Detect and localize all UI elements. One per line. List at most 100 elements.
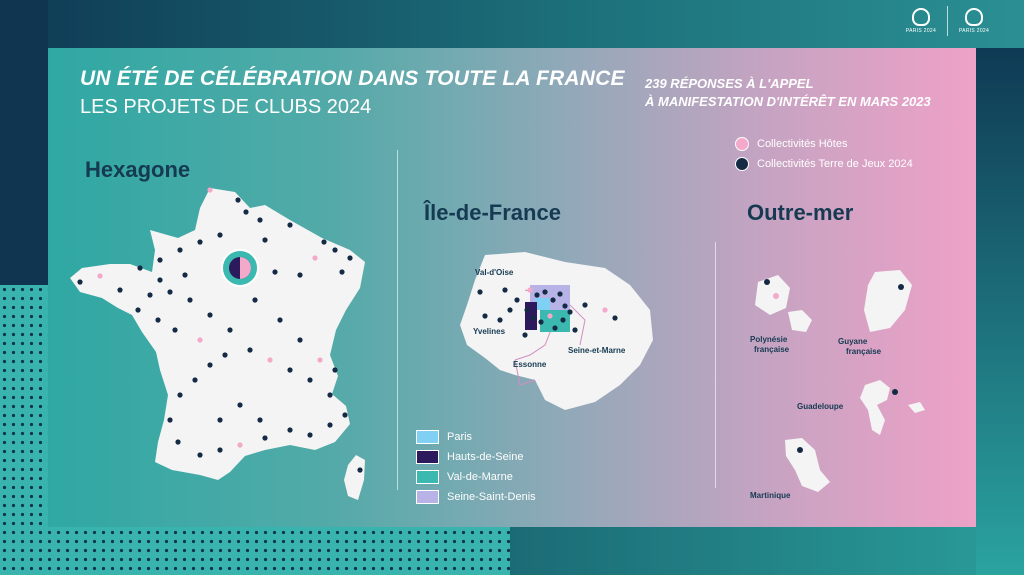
- label-val-doise: Val-d'Oise: [475, 268, 514, 277]
- location-pin: [562, 303, 568, 309]
- location-pin: [155, 317, 161, 323]
- idf-legend-item: Hauts-de-Seine: [416, 450, 523, 464]
- island-polynesie: [755, 275, 812, 332]
- legend-swatch: [416, 450, 439, 464]
- location-pin: [147, 292, 153, 298]
- location-pin: [312, 255, 318, 261]
- location-pin: [547, 313, 553, 319]
- right-band: [976, 48, 1024, 575]
- location-pin: [117, 287, 123, 293]
- logo-group: PARIS 2024 PARIS 2024: [905, 6, 990, 36]
- location-pin: [207, 187, 213, 193]
- location-pin: [167, 417, 173, 423]
- location-pin: [542, 289, 548, 295]
- top-band: [0, 0, 1024, 48]
- location-pin: [192, 377, 198, 383]
- location-pin: [612, 315, 618, 321]
- location-pin: [357, 467, 363, 473]
- section-title-idf: Île-de-France: [424, 200, 561, 225]
- idf-legend-label: Seine-Saint-Denis: [447, 491, 536, 503]
- idf-hds: [525, 302, 537, 330]
- legend-swatch: [416, 490, 439, 504]
- location-pin: [135, 307, 141, 313]
- location-pin: [187, 297, 193, 303]
- location-pin: [307, 377, 313, 383]
- idf-legend-item: Val-de-Marne: [416, 470, 513, 484]
- location-pin: [321, 239, 327, 245]
- label-seine-et-marne: Seine-et-Marne: [568, 346, 626, 355]
- corsica: [344, 455, 365, 500]
- label-guyane-2: française: [846, 347, 882, 356]
- location-pin: [527, 287, 533, 293]
- label-polynesie-2: française: [754, 345, 790, 354]
- location-pin: [272, 269, 278, 275]
- location-pin: [297, 337, 303, 343]
- location-pin: [497, 317, 503, 323]
- location-pin: [257, 217, 263, 223]
- left-band: [0, 0, 48, 285]
- label-martinique: Martinique: [750, 491, 791, 500]
- location-pin: [534, 292, 540, 298]
- location-pin: [552, 325, 558, 331]
- divider-right: [715, 242, 716, 488]
- location-pin: [252, 297, 258, 303]
- location-pin: [507, 307, 513, 313]
- idf-legend-label: Paris: [447, 431, 473, 443]
- responses-line-2: À MANIFESTATION D'INTÉRÊT EN MARS 2023: [645, 94, 931, 109]
- location-pin: [530, 315, 536, 321]
- location-pin: [524, 307, 530, 313]
- idf-legend-label: Hauts-de-Seine: [447, 451, 524, 463]
- location-pin: [227, 327, 233, 333]
- location-pin: [602, 307, 608, 313]
- location-pin: [332, 247, 338, 253]
- idf-legend-label: Val-de-Marne: [447, 471, 513, 483]
- legend-swatch: [416, 430, 439, 444]
- location-pin: [217, 232, 223, 238]
- location-pin: [157, 257, 163, 263]
- logo-divider: [947, 6, 948, 36]
- label-guyane-1: Guyane: [838, 337, 868, 346]
- location-pin: [502, 287, 508, 293]
- location-pin: [262, 237, 268, 243]
- location-pin: [582, 302, 588, 308]
- location-pin: [197, 239, 203, 245]
- location-pin: [177, 247, 183, 253]
- location-pin: [538, 319, 544, 325]
- location-pin: [347, 255, 353, 261]
- island-martinique: [785, 438, 830, 492]
- location-pin: [197, 452, 203, 458]
- location-pin: [235, 197, 241, 203]
- tdj-marker-icon: [735, 157, 749, 171]
- idf-map: Val-d'Oise Yvelines Essonne Seine-et-Mar…: [460, 252, 653, 410]
- location-pin: [332, 367, 338, 373]
- location-pin: [550, 297, 556, 303]
- responses-line-1: 239 RÉPONSES À L'APPEL: [645, 76, 814, 91]
- location-pin: [177, 392, 183, 398]
- legend-tdj: Collectivités Terre de Jeux 2024: [735, 157, 913, 171]
- france-mainland: [70, 188, 365, 480]
- france-map: [70, 187, 365, 500]
- host-marker-icon: [735, 137, 749, 151]
- location-pin: [182, 272, 188, 278]
- location-pin: [277, 317, 283, 323]
- location-pin: [157, 277, 163, 283]
- divider-left: [397, 150, 398, 490]
- location-pin: [482, 313, 488, 319]
- idf-legend-item: Paris: [416, 430, 472, 444]
- location-pin: [167, 289, 173, 295]
- location-pin: [172, 327, 178, 333]
- paralympic-logo: PARIS 2024: [958, 8, 990, 34]
- section-title-hexagone: Hexagone: [85, 157, 191, 182]
- subtitle: LES PROJETS DE CLUBS 2024: [80, 96, 372, 118]
- outremer-map: Polynésie française Guyane française Gua…: [750, 270, 925, 500]
- main-title: UN ÉTÉ DE CÉLÉBRATION DANS TOUTE LA FRAN…: [80, 67, 625, 90]
- idf-legend-item: Seine-Saint-Denis: [416, 490, 536, 504]
- location-pin: [217, 417, 223, 423]
- label-essonne: Essonne: [513, 360, 547, 369]
- location-pin: [237, 402, 243, 408]
- location-pin: [262, 435, 268, 441]
- location-pin: [137, 265, 143, 271]
- location-pin: [514, 297, 520, 303]
- olympic-logo: PARIS 2024: [905, 8, 937, 34]
- location-pin: [175, 439, 181, 445]
